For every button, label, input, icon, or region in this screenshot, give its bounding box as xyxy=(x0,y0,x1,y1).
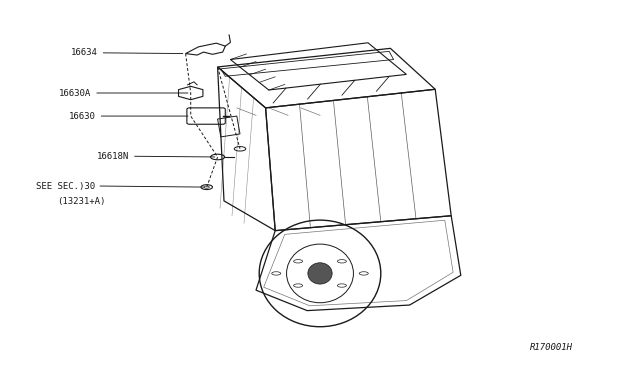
Text: SEE SEC.)30: SEE SEC.)30 xyxy=(36,182,95,190)
Text: R170001H: R170001H xyxy=(530,343,573,352)
Text: (13231+A): (13231+A) xyxy=(57,197,106,206)
Text: 16630: 16630 xyxy=(69,112,96,121)
Text: 16630A: 16630A xyxy=(60,89,92,97)
Text: 16634: 16634 xyxy=(71,48,98,57)
Text: 16618N: 16618N xyxy=(97,152,129,161)
Ellipse shape xyxy=(308,263,332,284)
